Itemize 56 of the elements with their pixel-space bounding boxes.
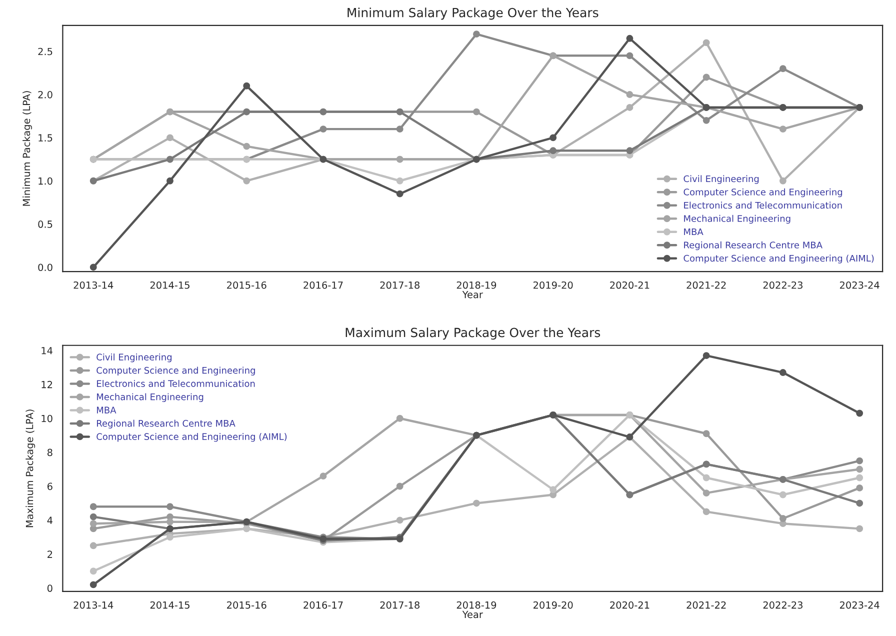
y-tick-label: 0.0	[38, 264, 52, 272]
legend-label: Mechanical Engineering	[97, 393, 204, 402]
legend-label: Computer Science and Engineering	[684, 188, 842, 198]
y-axis-title: Minimum Package (LPA)	[22, 91, 32, 206]
legend-label: Regional Research Centre MBA	[97, 420, 236, 428]
x-axis-title: Year	[462, 610, 483, 618]
legend-label: Electronics and Telecommunication	[684, 202, 842, 209]
x-tick-label: 2023-24	[840, 601, 880, 609]
legend-label: Regional Research Centre MBA	[684, 241, 822, 250]
chart-title: Minimum Salary Package Over the Years	[348, 8, 598, 20]
x-axis-title: Year	[462, 290, 483, 298]
x-tick-label: 2018-19	[456, 281, 496, 289]
x-tick-label: 2015-16	[227, 601, 266, 609]
legend-label: MBA	[684, 228, 704, 236]
y-tick-label: 2.0	[38, 91, 52, 98]
x-tick-label: 2019-20	[533, 281, 573, 289]
y-tick-label: 2.5	[38, 48, 52, 56]
y-tick-label: 1.5	[38, 134, 52, 142]
x-tick-label: 2017-18	[380, 281, 420, 289]
y-tick-label: 8	[47, 448, 52, 456]
y-tick-label: 14	[42, 347, 52, 354]
legend-label: Computer Science and Engineering (AIML)	[684, 254, 874, 264]
x-tick-label: 2022-23	[763, 281, 802, 289]
y-tick-label: 4	[47, 516, 52, 524]
x-tick-label: 2021-22	[686, 601, 726, 609]
y-tick-label: 0	[47, 584, 52, 592]
x-tick-label: 2014-15	[150, 281, 190, 289]
y-tick-label: 6	[47, 482, 52, 490]
x-tick-label: 2019-20	[533, 601, 573, 609]
legend-label: Electronics and Telecommunication	[97, 380, 255, 387]
chart-title: Maximum Salary Package Over the Years	[346, 328, 600, 340]
x-tick-label: 2018-19	[456, 601, 496, 609]
legend-label: Civil Engineering	[96, 354, 172, 362]
x-tick-label: 2016-17	[304, 281, 343, 289]
legend-label: Mechanical Engineering	[684, 214, 790, 224]
y-tick-label: 10	[42, 414, 52, 422]
x-tick-label: 2020-21	[610, 281, 650, 289]
x-tick-label: 2013-14	[74, 281, 114, 289]
y-tick-label: 1.0	[38, 177, 52, 185]
x-tick-label: 2014-15	[150, 601, 190, 609]
x-tick-label: 2016-17	[304, 601, 343, 609]
x-tick-label: 2013-14	[74, 601, 114, 609]
legend-label: Civil Engineering	[684, 175, 759, 184]
x-tick-label: 2021-22	[686, 281, 726, 289]
x-tick-label: 2023-24	[840, 281, 880, 289]
legend-label: Computer Science and Engineering (AIML)	[96, 433, 287, 442]
y-tick-label: 2	[48, 550, 52, 558]
legend-label: Computer Science and Engineering	[96, 366, 255, 376]
y-tick-label: 12	[42, 380, 52, 388]
x-tick-label: 2017-18	[380, 601, 420, 609]
y-tick-label: 0.5	[38, 220, 52, 228]
y-axis-title: Maximum Package (LPA)	[26, 410, 36, 528]
x-tick-label: 2022-23	[763, 601, 802, 609]
legend-label: MBA	[97, 406, 116, 414]
x-tick-label: 2020-21	[610, 601, 650, 609]
x-tick-label: 2015-16	[227, 281, 266, 289]
